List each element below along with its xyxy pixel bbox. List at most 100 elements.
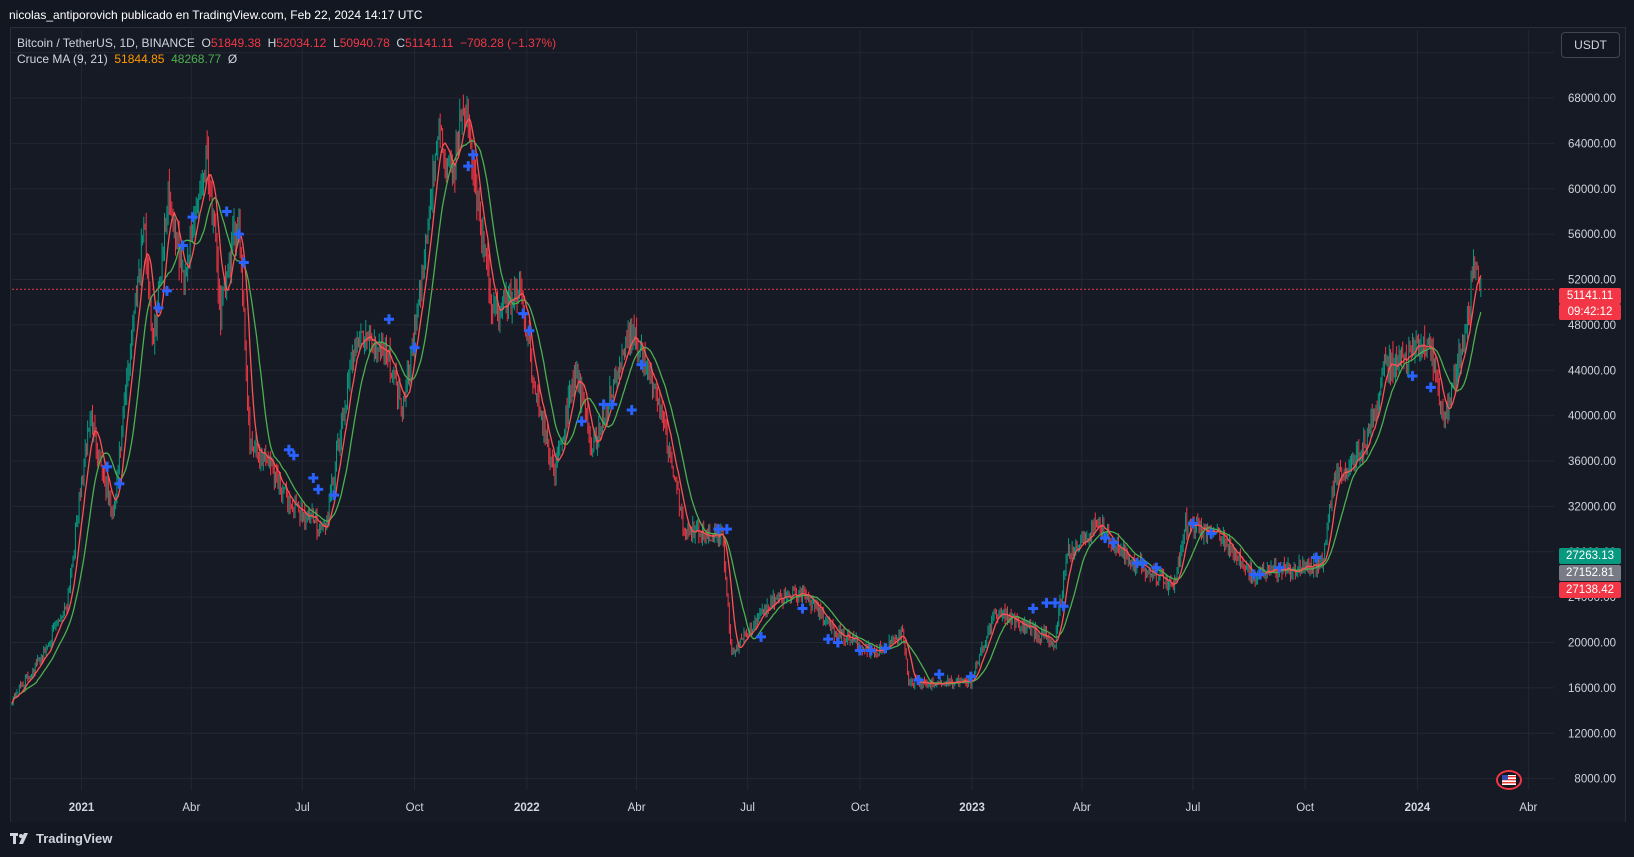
high-label: H [267, 36, 277, 50]
time-axis-label: 2021 [69, 802, 95, 814]
price-axis-label: 32000.00 [1568, 501, 1616, 513]
price-axis-label: 68000.00 [1568, 93, 1616, 105]
time-axis-label: Oct [406, 802, 425, 814]
crossover-marker [409, 342, 420, 353]
chart-grid [12, 30, 1554, 790]
crossover-marker [313, 484, 324, 495]
price-axis-label: 12000.00 [1568, 728, 1616, 740]
crossover-marker [823, 634, 834, 645]
ohlc-row: Bitcoin / TetherUS, 1D, BINANCE O51849.3… [17, 35, 556, 51]
crossover-marker [1100, 533, 1111, 544]
tradingview-logo-text: TradingView [36, 831, 113, 846]
crossover-marker [1274, 562, 1285, 573]
crossover-marker [177, 240, 188, 251]
time-axis-label: Jul [1186, 802, 1201, 814]
price-axis-label: 64000.00 [1568, 138, 1616, 150]
price-axis-label: 44000.00 [1568, 365, 1616, 377]
crossover-marker [233, 229, 244, 240]
crossover-marker [713, 524, 724, 535]
crossover-marker [1187, 518, 1198, 529]
crossover-marker [114, 478, 125, 489]
crossover-marker [1058, 601, 1069, 612]
chart-legend: Bitcoin / TetherUS, 1D, BINANCE O51849.3… [17, 35, 556, 67]
crossover-marker [1407, 370, 1418, 381]
price-axis-label: 48000.00 [1568, 320, 1616, 332]
price-axis-label: 40000.00 [1568, 411, 1616, 423]
crossover-marker [468, 149, 479, 160]
crossover-marker [854, 645, 865, 656]
crossover-marker [1425, 382, 1436, 393]
price-axis: 72000.0068000.0064000.0060000.0056000.00… [1568, 48, 1616, 786]
ma-slow-value: 48268.77 [171, 52, 222, 66]
open-value: 51849.38 [210, 36, 261, 50]
time-axis-label: 2023 [959, 802, 985, 814]
crossover-marker [153, 302, 164, 313]
crossover-marker [238, 257, 249, 268]
candles [11, 94, 1482, 706]
crossover-marker [607, 399, 618, 410]
crossover-marker [102, 461, 113, 472]
crossover-marker [329, 490, 340, 501]
time-axis-label: Oct [851, 802, 870, 814]
price-axis-label: 60000.00 [1568, 184, 1616, 196]
crossover-marker [636, 359, 647, 370]
crossover-marker [288, 450, 299, 461]
green-price-badge: 27263.13 [1559, 548, 1621, 564]
crossover-marker [756, 631, 767, 642]
chart-pane[interactable] [10, 27, 1626, 823]
crossover-marker [865, 645, 876, 656]
crossover-marker [283, 444, 294, 455]
crossover-marker [721, 524, 732, 535]
crossover-marker [965, 671, 976, 682]
crossover-markers [102, 149, 1436, 685]
symbol-label[interactable]: Bitcoin / TetherUS, 1D, BINANCE [17, 36, 195, 50]
crossover-marker [383, 314, 394, 325]
time-axis-label: Abr [1519, 802, 1537, 814]
high-value: 52034.12 [276, 36, 327, 50]
crossover-marker [1137, 558, 1148, 569]
price-chart[interactable]: 72000.0068000.0064000.0060000.0056000.00… [0, 0, 1634, 822]
crossover-marker [1311, 552, 1322, 563]
crossover-marker [463, 161, 474, 172]
price-axis-label: 36000.00 [1568, 456, 1616, 468]
countdown-badge: 09:42:12 [1559, 304, 1621, 320]
time-axis-label: Abr [182, 802, 200, 814]
currency-button[interactable]: USDT [1561, 32, 1620, 58]
price-axis-label: 56000.00 [1568, 229, 1616, 241]
change-value: −708.28 (−1.37%) [460, 36, 557, 50]
time-axis-label: Jul [295, 802, 310, 814]
indicator-extra: Ø [227, 52, 238, 66]
time-axis-label: Jul [740, 802, 755, 814]
close-label: C [396, 36, 406, 50]
crossover-marker [1041, 597, 1052, 608]
crossover-marker [187, 212, 198, 223]
time-axis: 2021 Abr Jul Oct 2022 Abr Jul Oct 2023 Abr Jul Oct 2… [69, 802, 1538, 814]
open-label: O [201, 36, 211, 50]
crossover-marker [880, 643, 891, 654]
tradingview-logo[interactable]: TradingView [10, 831, 112, 846]
ma-fast-value: 51844.85 [114, 52, 165, 66]
crossover-marker [1206, 528, 1217, 539]
price-axis-label: 16000.00 [1568, 683, 1616, 695]
red-price-badge: 27138.42 [1559, 582, 1621, 598]
price-axis-label: 20000.00 [1568, 638, 1616, 650]
close-value: 51141.11 [405, 36, 454, 50]
crossover-marker [598, 399, 609, 410]
crossover-marker [161, 285, 172, 296]
crossover-marker [934, 669, 945, 680]
price-axis-label: 52000.00 [1568, 275, 1616, 287]
crossover-marker [1108, 537, 1119, 548]
crossover-marker [308, 473, 319, 484]
crossover-marker [832, 637, 843, 648]
us-flag-icon[interactable] [1496, 770, 1522, 790]
indicator-label[interactable]: Cruce MA (9, 21) [17, 52, 108, 66]
crossover-marker [1255, 569, 1265, 580]
attribution-text: nicolas_antiporovich publicado en Tradin… [9, 8, 423, 22]
price-axis-label: 8000.00 [1574, 774, 1616, 786]
indicator-row: Cruce MA (9, 21) 51844.85 48268.77 Ø [17, 51, 556, 67]
attribution-bar: nicolas_antiporovich publicado en Tradin… [0, 0, 1634, 28]
crossover-marker [518, 308, 529, 319]
time-axis-label: Oct [1296, 802, 1315, 814]
crossover-marker [524, 325, 535, 336]
time-axis-label: Abr [628, 802, 646, 814]
